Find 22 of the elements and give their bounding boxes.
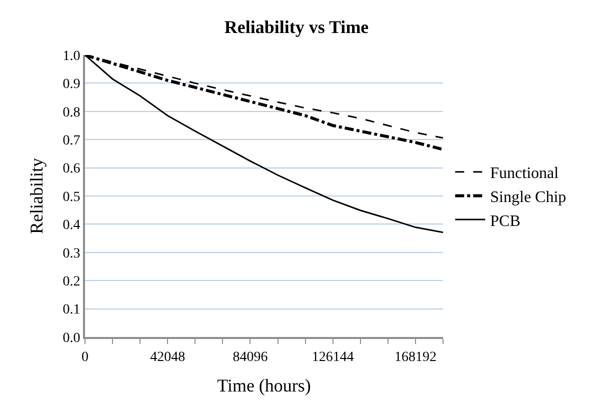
y-tick-label: 0.6 xyxy=(62,162,80,177)
x-tick-label: 168192 xyxy=(394,350,436,365)
legend-label: Functional xyxy=(490,165,560,182)
y-tick-label: 0.2 xyxy=(62,274,80,290)
x-tick-label: 0 xyxy=(82,350,88,365)
y-tick-label: 0.3 xyxy=(62,246,80,262)
y-tick-label: 0.4 xyxy=(62,218,80,234)
legend-label: PCB xyxy=(490,212,520,230)
y-tick-label: 0.1 xyxy=(62,302,80,318)
y-tick-label: 0.0 xyxy=(62,330,80,346)
y-tick-label: 1.0 xyxy=(62,48,80,64)
y-tick-label: 0.8 xyxy=(62,105,80,120)
x-axis-title: Time (hours) xyxy=(217,375,311,396)
chart-title: Reliability vs Time xyxy=(224,17,369,38)
legend-label: Single Chip xyxy=(490,188,566,206)
x-tick-label: 126144 xyxy=(312,350,354,365)
y-axis-title: Reliability xyxy=(26,158,46,234)
y-tick-label: 0.5 xyxy=(62,190,80,205)
y-tick-label: 0.7 xyxy=(62,134,80,148)
x-tick-label: 84096 xyxy=(232,350,268,365)
x-tick-label: 42048 xyxy=(150,350,186,365)
y-tick-label: 0.9 xyxy=(62,77,80,92)
